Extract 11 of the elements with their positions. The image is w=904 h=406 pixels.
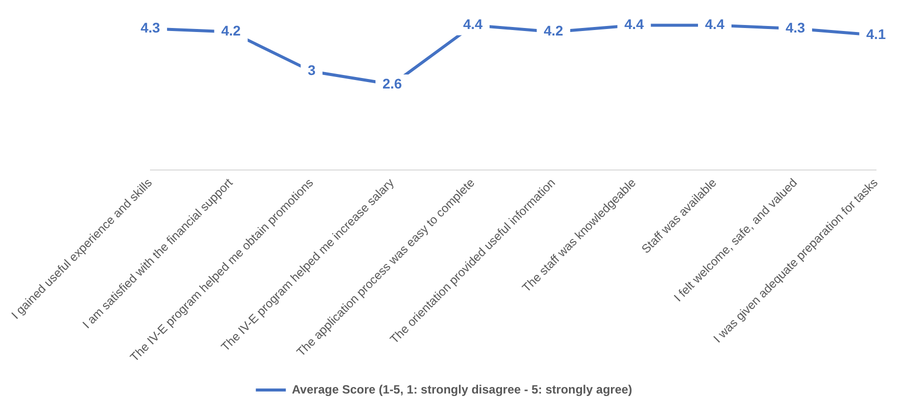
data-label: 4.4 [463, 16, 483, 32]
data-label: 4.4 [624, 16, 644, 32]
data-label: 4.4 [705, 16, 725, 32]
data-label: 4.3 [786, 19, 806, 36]
data-label: 4.2 [544, 22, 564, 39]
data-label: 3 [308, 62, 316, 78]
data-label: 4.1 [866, 26, 886, 42]
data-label: 4.2 [221, 22, 241, 39]
data-label: 2.6 [382, 75, 402, 92]
legend-label: Average Score (1-5, 1: strongly disagree - 5: strongly agree) [292, 382, 632, 396]
data-label: 4.3 [140, 19, 160, 36]
